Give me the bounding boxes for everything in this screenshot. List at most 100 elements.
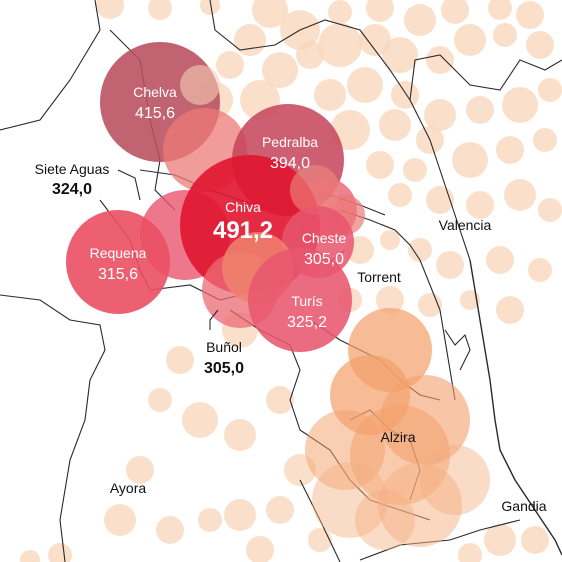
bubble-pale	[376, 286, 404, 314]
bubble-pale	[426, 46, 454, 74]
bubble-pale	[200, 0, 220, 15]
bubble-pale	[486, 246, 514, 274]
bubble-pale	[504, 179, 536, 211]
bubble-value-turis: 325,2	[287, 314, 327, 331]
bubble-orange	[355, 490, 415, 550]
callout-value-bunol: 305,0	[204, 360, 244, 377]
bubble-pale	[126, 456, 154, 484]
bubble-pale	[224, 499, 256, 531]
boundary-line	[339, 209, 456, 401]
callout-value-siete-aguas: 324,0	[52, 181, 92, 198]
bubble-label-cheste: Cheste	[302, 230, 347, 246]
bubble-pale	[104, 504, 136, 536]
bubble-pale	[266, 496, 294, 524]
bubble-pale	[380, 230, 400, 250]
bubble-pale	[382, 37, 418, 73]
bubble-pale	[366, 0, 394, 22]
boundary-line	[359, 519, 521, 561]
place-label-alzira: Alzira	[380, 429, 415, 445]
bubble-pale	[96, 0, 124, 19]
bubble-pale	[234, 24, 266, 56]
bubble-pale	[246, 536, 274, 562]
bubble-light	[180, 65, 220, 105]
bubble-pale	[296, 41, 324, 69]
bubble-pale	[366, 151, 394, 179]
bubble-pale	[391, 81, 419, 109]
bubble-orange	[420, 445, 490, 515]
bubble-pale	[252, 0, 288, 28]
bubble-pale	[347, 67, 383, 103]
bubble-value-requena: 315,6	[98, 266, 138, 283]
bubble-pale	[516, 1, 544, 29]
bubble-pale	[166, 346, 194, 374]
bubble-pale	[528, 258, 552, 282]
bubble-pale	[496, 296, 524, 324]
bubble-pale	[359, 24, 391, 56]
boundary-line	[299, 479, 341, 562]
bubble-pale	[328, 0, 352, 24]
place-label-valencia: Valencia	[439, 217, 492, 233]
callout-labels: Siete Aguas 324,0 Buñol 305,0	[35, 161, 244, 377]
bubble-light	[290, 165, 340, 215]
bubble-pale	[216, 51, 244, 79]
bubble-pale	[502, 87, 538, 123]
bubble-pale	[466, 191, 494, 219]
bubble-pale	[308, 528, 332, 552]
bubble-pale	[148, 0, 172, 20]
bubble-pale	[436, 251, 464, 279]
bubble-pale	[466, 96, 494, 124]
bubble-pale	[403, 158, 427, 182]
bubble-pale	[314, 79, 346, 111]
bubble-pale	[318, 23, 362, 67]
bubble-pale	[521, 526, 549, 554]
bubble-orange	[312, 462, 388, 538]
bubble-pale	[379, 109, 411, 141]
place-label-torrent: Torrent	[357, 269, 401, 285]
callout-line-siete-aguas	[117, 169, 141, 201]
bubble-pale	[424, 99, 456, 131]
place-label-gandia: Gandia	[501, 498, 546, 514]
callout-label-siete-aguas: Siete Aguas	[35, 161, 110, 177]
bubble-label-turis: Turís	[291, 293, 322, 309]
bubble-pale	[404, 4, 436, 36]
bubble-pale	[496, 136, 524, 164]
callout-lines	[117, 169, 219, 330]
bubble-labels: Chelva 415,6 Pedralba 394,0 Chiva 491,2 …	[90, 84, 347, 331]
bubble-pale	[388, 183, 412, 207]
bubble-value-chiva: 491,2	[213, 217, 273, 244]
bubble-orange	[305, 410, 385, 490]
boundary-line	[469, 259, 562, 556]
bubble-pale	[460, 290, 480, 310]
bubble-pale	[454, 24, 486, 56]
bubble-pale	[488, 0, 512, 20]
bubble-pale	[20, 550, 40, 562]
bubble-pale	[493, 23, 517, 47]
bubble-pale	[408, 238, 432, 262]
bubble-pale	[458, 543, 482, 562]
bubble-pale	[156, 516, 184, 544]
bubble-pale	[224, 419, 256, 451]
callout-label-bunol: Buñol	[206, 339, 242, 355]
bubble-pale	[262, 52, 298, 88]
place-label-ayora: Ayora	[110, 480, 147, 496]
bubble-pale	[452, 142, 488, 178]
bubble-label-chelva: Chelva	[133, 84, 177, 100]
bubble-pale	[266, 386, 294, 414]
bubble-label-pedralba: Pedralba	[262, 134, 318, 150]
bubble-value-pedralba: 394,0	[270, 155, 310, 172]
bubble-pale	[198, 508, 222, 532]
bubble-label-requena: Requena	[90, 245, 147, 261]
bubble-pale	[526, 31, 554, 59]
bubble-pale	[441, 0, 469, 24]
callout-line-bunol	[209, 309, 219, 330]
bubble-label-chiva: Chiva	[225, 199, 261, 215]
bubble-pale	[538, 78, 562, 102]
bubble-pale	[182, 402, 218, 438]
bubble-pale	[538, 198, 562, 222]
boundary-line	[209, 0, 562, 102]
bubble-pale	[484, 524, 516, 556]
named-bubble-layer	[66, 42, 490, 550]
bubble-pale	[148, 388, 172, 412]
bubble-value-cheste: 305,0	[304, 251, 344, 268]
